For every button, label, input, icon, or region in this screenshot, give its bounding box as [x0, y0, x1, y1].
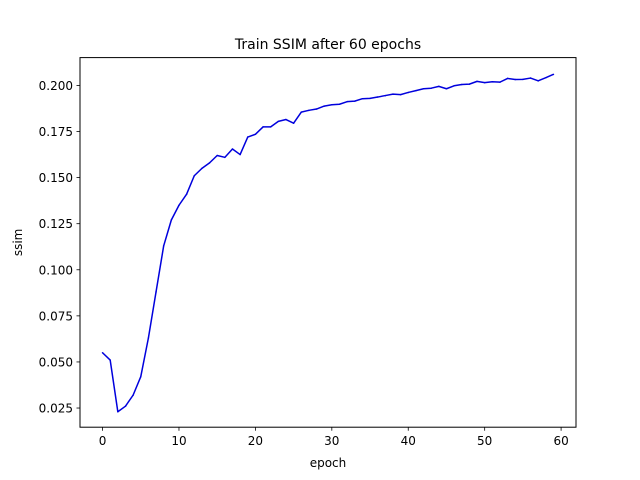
x-tick-label: 40	[401, 434, 416, 448]
data-point	[422, 88, 425, 90]
data-point	[338, 103, 341, 105]
x-tick-label: 60	[553, 434, 568, 448]
data-point	[529, 77, 532, 79]
data-point	[552, 73, 555, 76]
data-point	[224, 156, 226, 159]
series-line	[102, 73, 554, 413]
data-point	[430, 87, 432, 89]
data-point	[185, 193, 188, 195]
data-point	[101, 351, 104, 354]
data-point	[285, 118, 287, 121]
data-point	[323, 105, 325, 107]
x-tick-label: 10	[171, 434, 186, 448]
data-point	[361, 97, 364, 100]
x-axis-label: epoch	[310, 456, 347, 470]
y-tick-label: 0.025	[39, 402, 73, 416]
data-point	[147, 337, 150, 339]
data-point	[514, 78, 516, 81]
x-tick-label: 20	[248, 434, 263, 448]
data-point	[468, 83, 471, 85]
y-tick-label: 0.075	[39, 309, 73, 323]
data-point	[231, 148, 234, 150]
y-tick-label: 0.125	[39, 217, 73, 231]
data-point	[399, 93, 402, 96]
data-point	[438, 85, 440, 88]
data-point	[376, 96, 379, 98]
axes-frame	[79, 57, 577, 428]
data-point	[476, 80, 478, 83]
data-point	[522, 78, 524, 81]
data-point	[216, 154, 218, 157]
axis-ticks: 0 10 20 30 40 50 60 0.025 0.050 0.075 0.100 0.125 0.…	[39, 79, 569, 448]
data-point	[415, 89, 417, 92]
data-point	[208, 162, 211, 164]
data-point	[117, 410, 119, 413]
data-point	[392, 93, 394, 95]
data-point	[491, 80, 494, 83]
data-point	[506, 77, 509, 80]
data-point	[193, 175, 196, 177]
data-point	[170, 219, 173, 221]
data-point	[453, 85, 455, 87]
x-tick-label: 30	[324, 434, 339, 448]
data-point	[545, 76, 547, 79]
data-point	[353, 100, 356, 102]
data-point	[483, 81, 486, 84]
y-tick-label: 0.100	[39, 263, 73, 277]
data-point	[239, 153, 241, 156]
data-point	[277, 120, 280, 123]
data-point	[124, 405, 127, 407]
data-point	[247, 136, 249, 138]
data-point	[109, 359, 111, 361]
x-tick-label: 50	[477, 434, 492, 448]
data-point	[369, 97, 371, 100]
data-point	[537, 80, 539, 82]
y-tick-label: 0.050	[39, 355, 73, 369]
x-tick-label: 0	[99, 434, 107, 448]
data-point	[445, 88, 448, 90]
data-point	[407, 91, 409, 94]
y-tick-label: 0.175	[39, 125, 73, 139]
data-point	[331, 104, 333, 106]
plot-area	[101, 73, 555, 413]
data-point	[140, 375, 142, 378]
data-point	[201, 167, 203, 170]
data-point	[300, 111, 303, 113]
data-point	[262, 126, 264, 128]
data-point	[162, 245, 165, 247]
data-point	[499, 81, 501, 83]
chart-title: Train SSIM after 60 epochs	[234, 37, 421, 53]
y-tick-label: 0.150	[39, 171, 73, 185]
data-point	[132, 394, 134, 396]
data-point	[254, 133, 257, 136]
data-point	[292, 122, 295, 124]
y-tick-label: 0.200	[39, 79, 73, 93]
data-point	[308, 109, 310, 112]
data-point	[315, 108, 318, 110]
data-point	[178, 204, 180, 207]
data-point	[269, 126, 272, 128]
data-point	[384, 94, 387, 97]
y-axis-label: ssim	[11, 229, 25, 257]
data-point	[346, 100, 348, 103]
data-point	[460, 83, 463, 86]
data-point	[155, 291, 157, 293]
